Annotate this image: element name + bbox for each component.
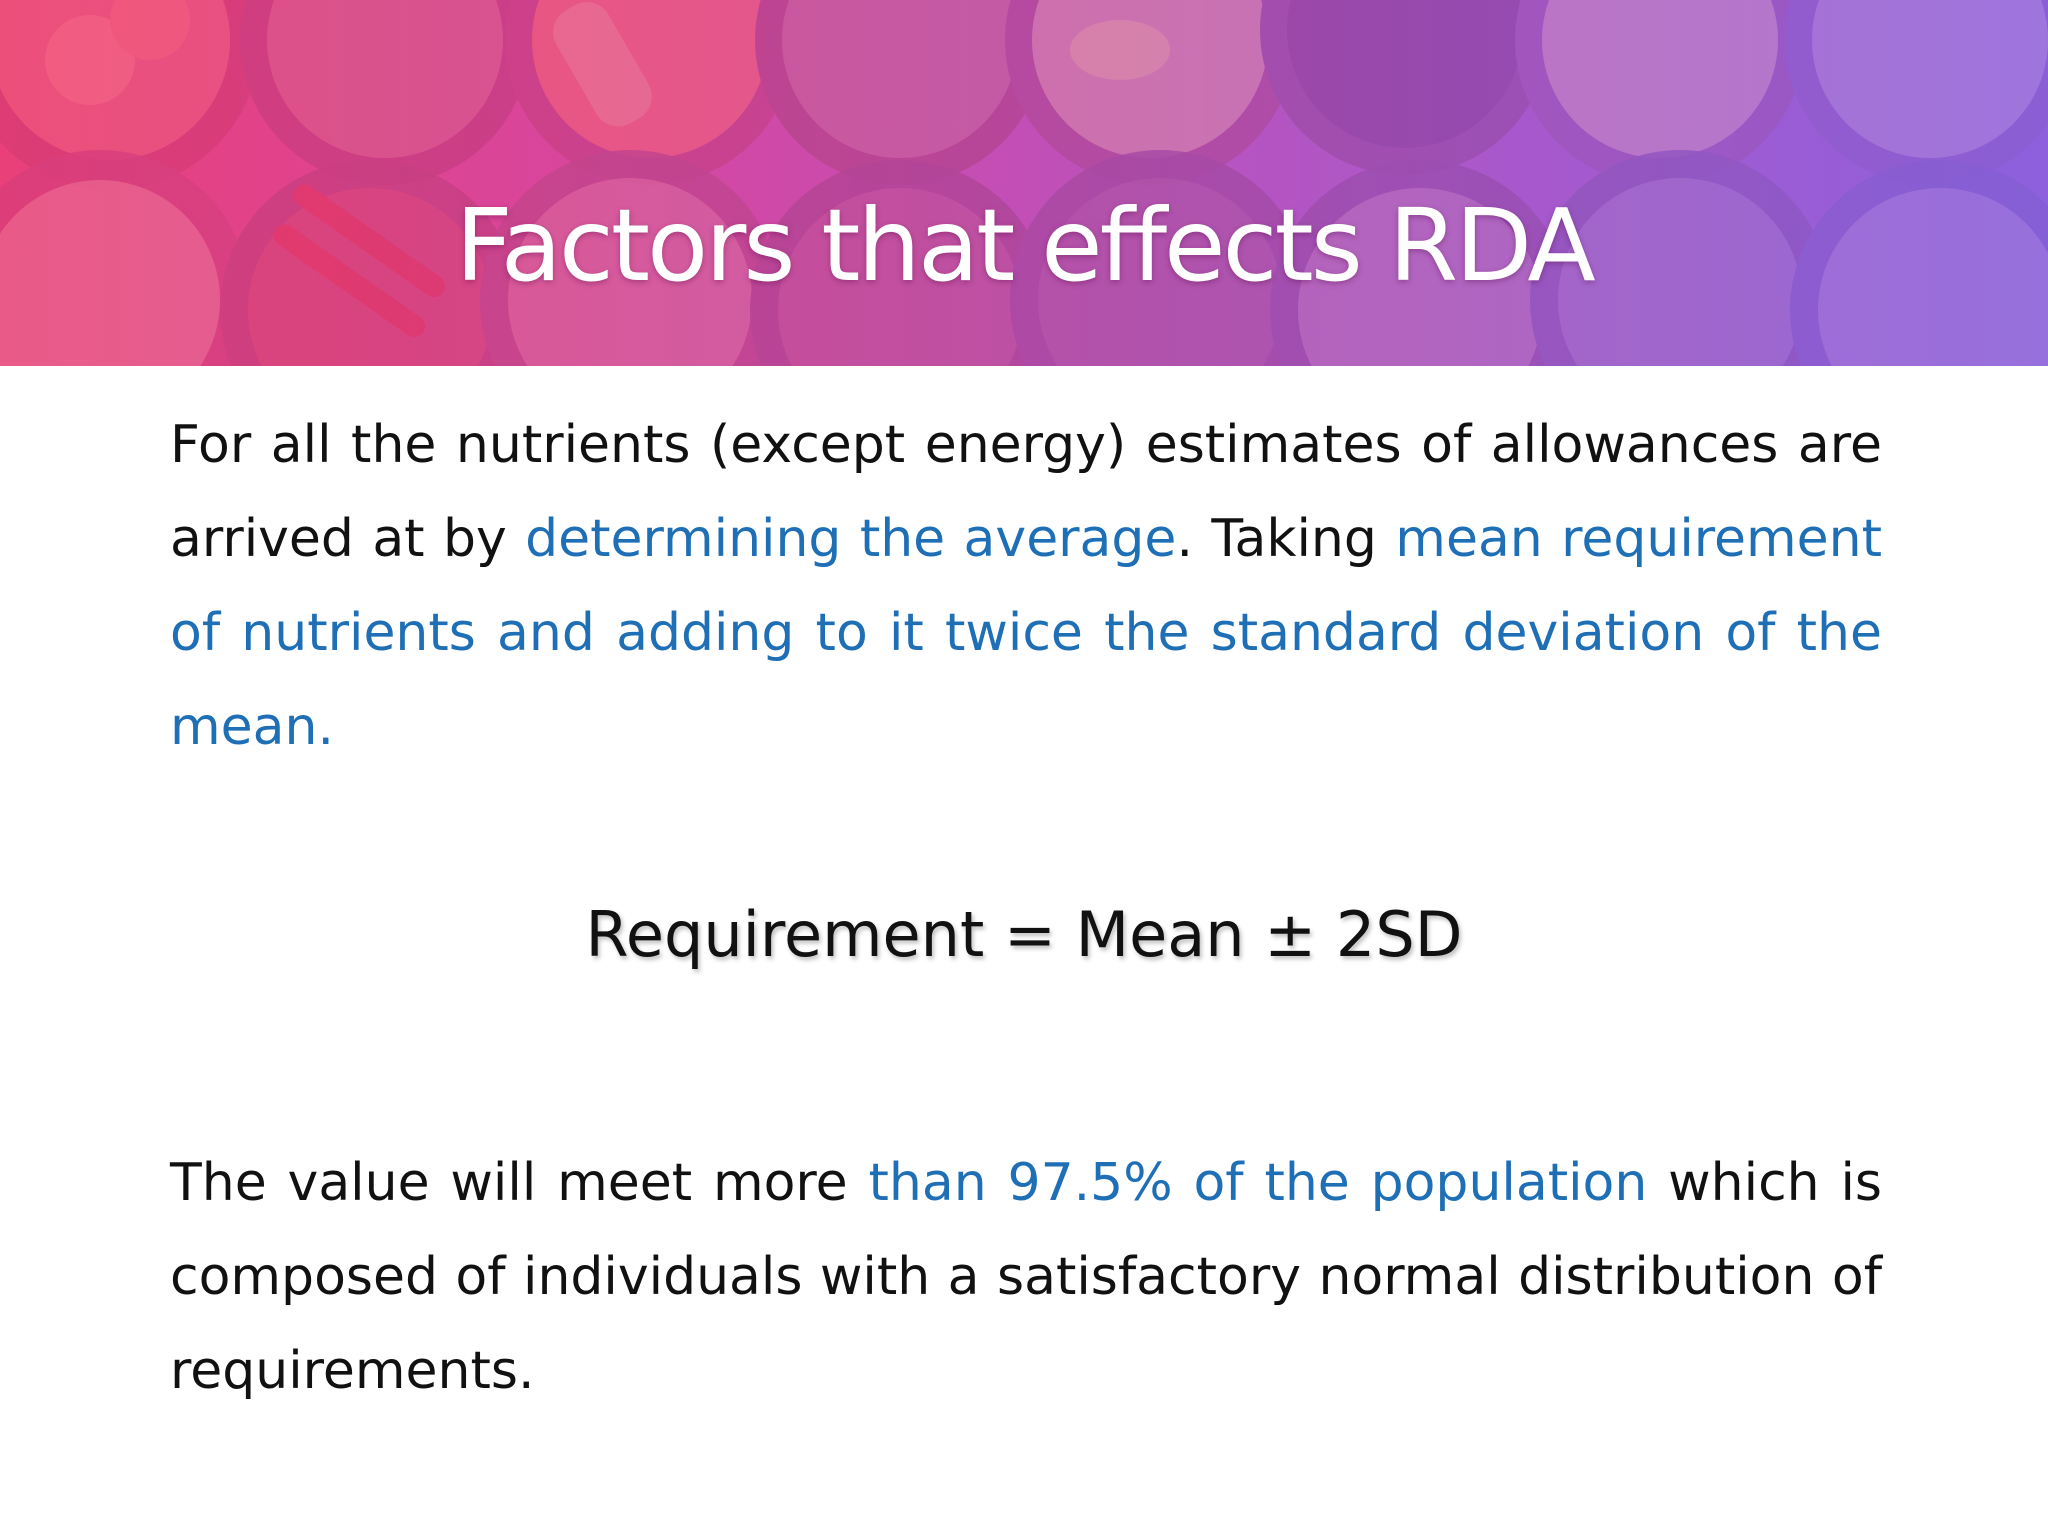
paragraph-allowances-highlight-2: mean requirement of nutrients and adding… xyxy=(170,509,1883,757)
paragraph-allowances-text-1: For all the nutrients (except energy) es… xyxy=(170,415,1882,569)
paragraph-allowances-text-2: . Taking xyxy=(1176,509,1396,569)
banner-color-overlay xyxy=(0,0,2048,366)
requirement-formula: Requirement = Mean ± 2SD xyxy=(585,898,1463,971)
paragraph-allowances: For all the nutrients (except energy) es… xyxy=(170,398,1882,774)
slide-title: Factors that effects RDA xyxy=(455,187,1596,304)
paragraph-population-highlight: than 97.5% of the population xyxy=(868,1153,1648,1213)
paragraph-population: The value will meet more than 97.5% of t… xyxy=(170,1136,1882,1418)
header-banner xyxy=(0,0,2048,366)
paragraph-allowances-highlight-1: determining the average xyxy=(525,509,1177,569)
paragraph-population-text-1: The value will meet more xyxy=(170,1153,869,1213)
paragraph-population-text-2: which is composed of individuals with a … xyxy=(170,1153,1882,1401)
